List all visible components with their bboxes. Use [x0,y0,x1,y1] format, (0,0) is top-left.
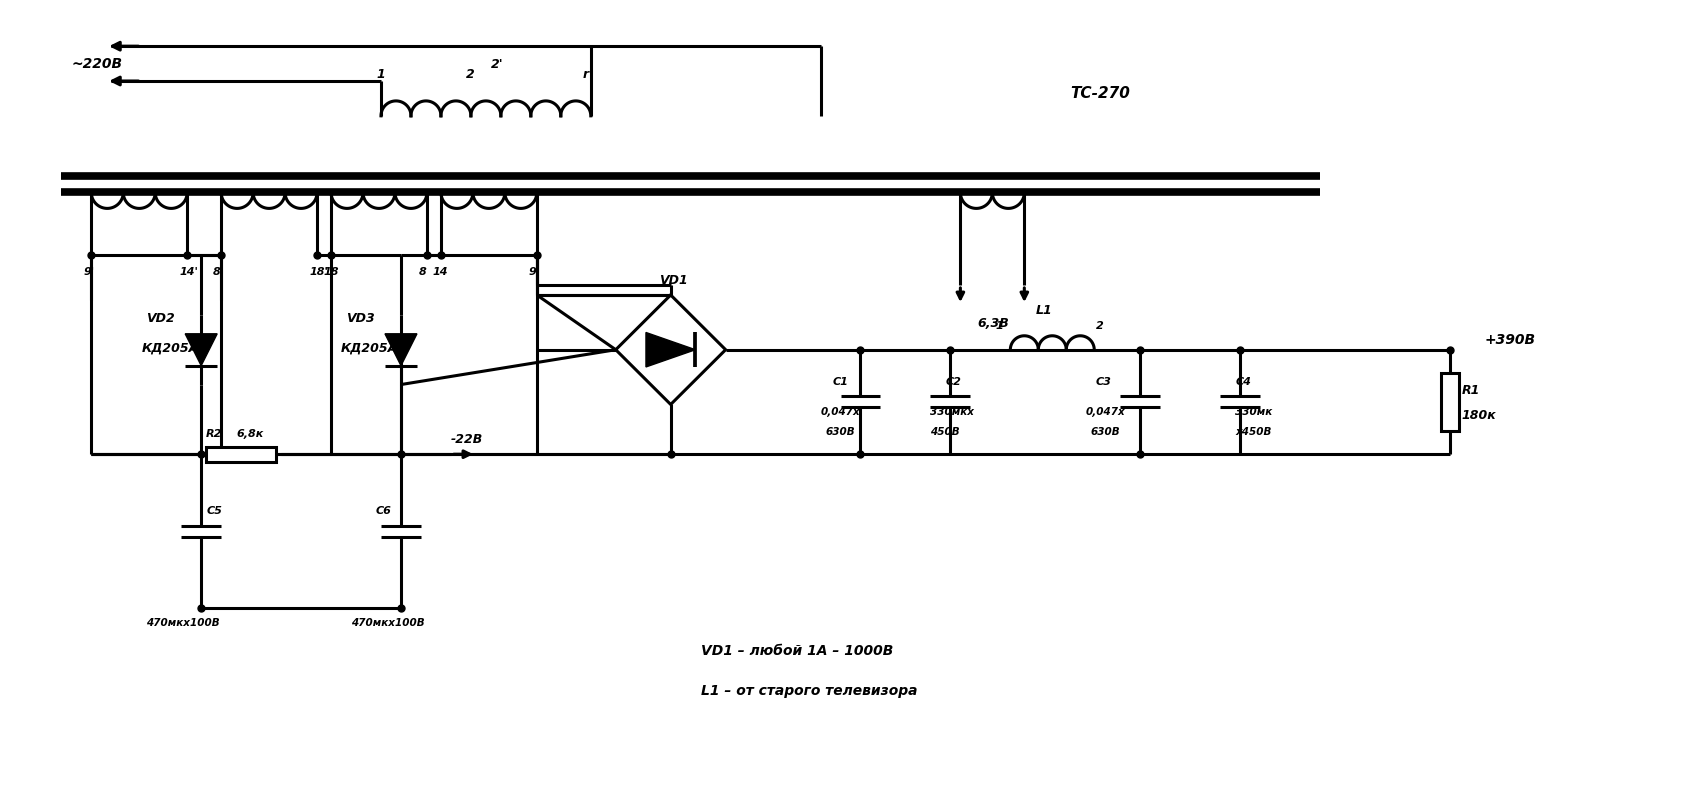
Text: VD1 – любой 1А – 1000В: VD1 – любой 1А – 1000В [701,645,893,658]
Text: C1: C1 [832,377,849,387]
FancyBboxPatch shape [206,447,276,462]
Text: 470мкх100В: 470мкх100В [350,619,425,628]
Text: r: r [583,68,589,81]
Text: ТС-270: ТС-270 [1070,86,1129,101]
Text: ~220В: ~220В [71,57,122,71]
Text: 470мкх100В: 470мкх100В [146,619,219,628]
Text: +390В: +390В [1485,333,1536,346]
Text: КД205А: КД205А [340,342,398,355]
Text: C5: C5 [206,507,223,517]
Text: C6: C6 [376,507,391,517]
Text: R2: R2 [206,429,223,439]
Text: 18': 18' [310,267,328,277]
Text: 630В: 630В [825,427,856,437]
Text: VD3: VD3 [345,312,374,325]
Text: 8': 8' [213,267,225,277]
Text: L1: L1 [1036,304,1051,317]
Text: 1: 1 [995,321,1004,331]
Text: 1: 1 [376,68,384,81]
Polygon shape [646,332,696,367]
Text: C4: C4 [1235,377,1250,387]
Text: 450В: 450В [930,427,959,437]
Text: R1: R1 [1461,384,1480,397]
Text: КД205А: КД205А [141,342,199,355]
Text: C2: C2 [946,377,961,387]
Text: C3: C3 [1095,377,1111,387]
Text: 9: 9 [529,267,536,277]
Text: х450В: х450В [1235,427,1271,437]
Text: 330мк: 330мк [1235,407,1272,417]
Text: 14': 14' [179,267,197,277]
Text: 14: 14 [434,267,449,277]
Text: 2: 2 [1095,321,1104,331]
Text: 9': 9' [83,267,95,277]
Text: 8: 8 [418,267,427,277]
Text: 630В: 630В [1090,427,1119,437]
FancyBboxPatch shape [1441,373,1459,431]
Text: 2': 2' [492,58,503,71]
Text: 6,8к: 6,8к [236,429,264,439]
Text: 0,047х: 0,047х [820,407,861,417]
Text: 0,047х: 0,047х [1085,407,1124,417]
Text: VD2: VD2 [146,312,175,325]
Text: -22В: -22В [451,433,483,447]
Polygon shape [185,334,218,365]
Text: 6,3В: 6,3В [978,317,1009,330]
Text: 180к: 180к [1461,409,1497,422]
Polygon shape [384,334,417,365]
Text: 330мкх: 330мкх [930,407,975,417]
Text: VD1: VD1 [658,274,687,287]
Text: L1 – от старого телевизора: L1 – от старого телевизора [701,684,917,698]
Text: 2: 2 [466,68,475,81]
Text: 18: 18 [323,267,338,277]
